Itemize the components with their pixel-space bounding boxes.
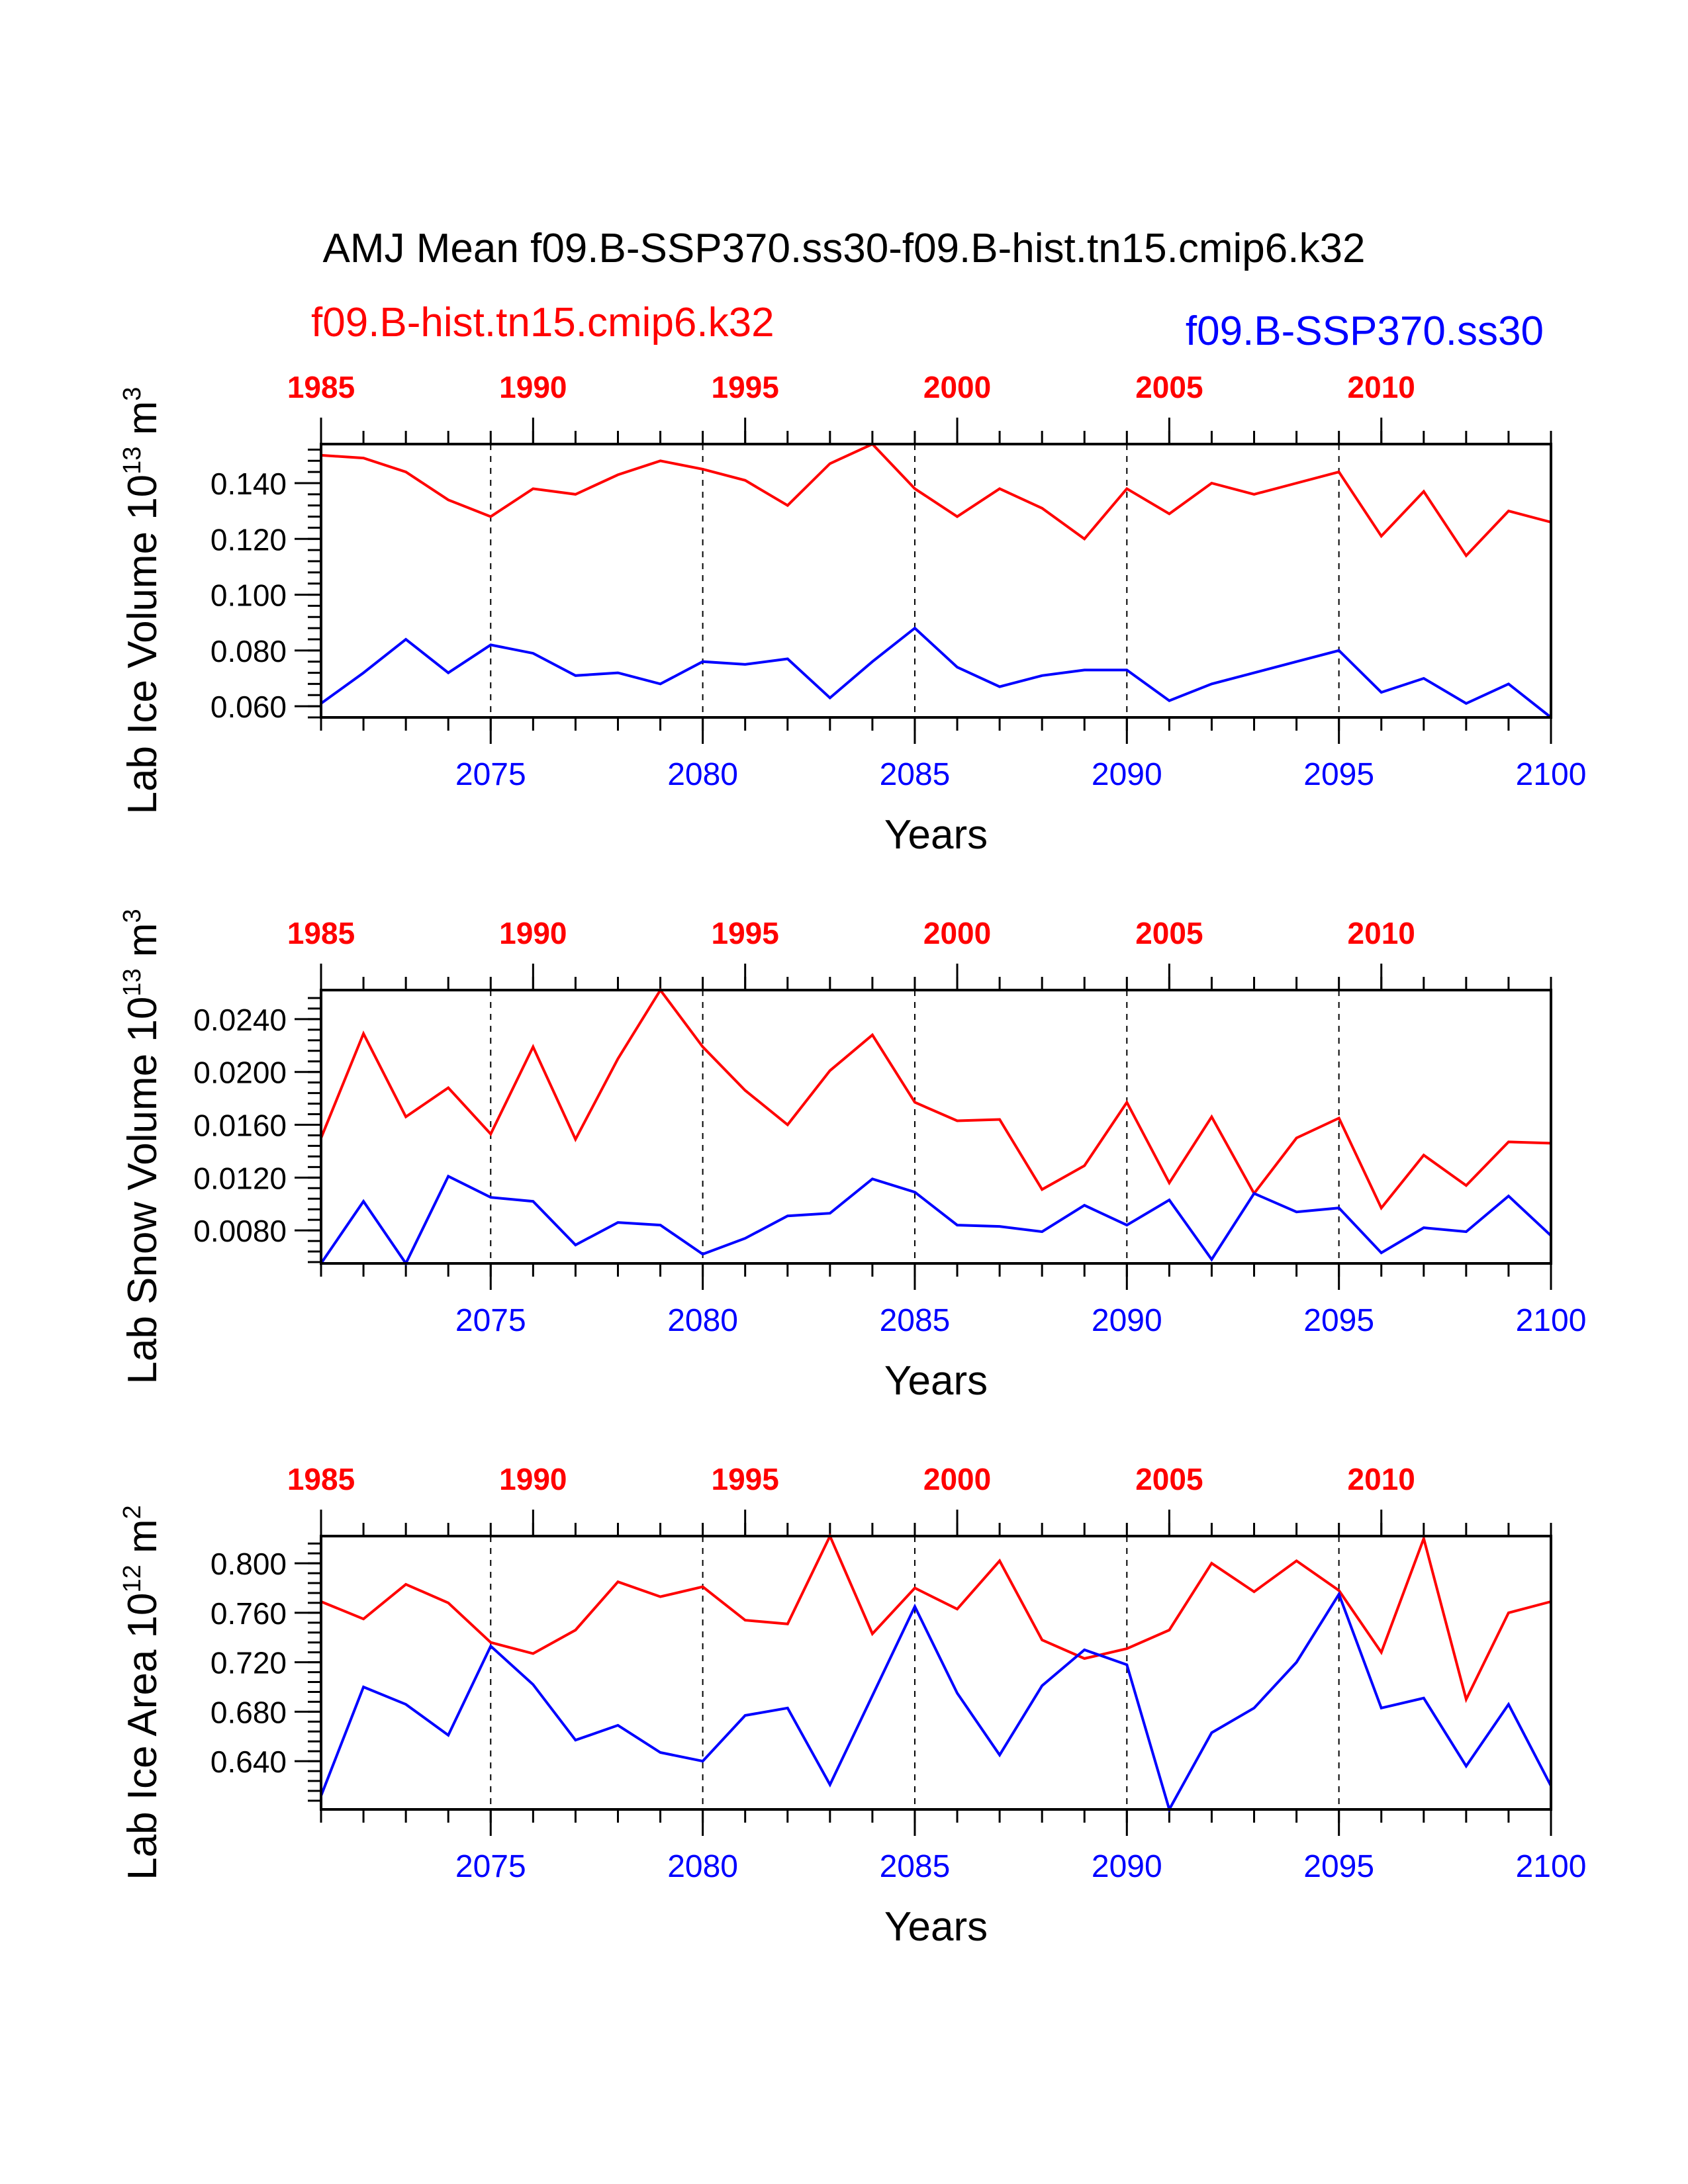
- series-line-historical: [320, 442, 1552, 558]
- y-tick-label: 0.140: [211, 467, 287, 501]
- x2-tick-label: 2000: [923, 916, 991, 950]
- x2-tick-label: 2005: [1135, 916, 1203, 950]
- series-line-scenario: [320, 1591, 1552, 1813]
- y-tick-label: 0.0120: [193, 1161, 287, 1195]
- x-tick-label: 2085: [880, 1303, 951, 1338]
- chart-panel-1: 2075 2080 2085 2090 2095 2100 1985 1990 1995 2000…: [118, 370, 1586, 858]
- y-tick-label: 0.640: [211, 1745, 287, 1779]
- x-tick-label: 2080: [667, 757, 738, 792]
- y-axis-label: Lab Ice Volume 1013 m3: [118, 387, 165, 815]
- x-axis-label: Years: [884, 812, 988, 858]
- x-tick-label: 2090: [1092, 1303, 1162, 1338]
- x-tick-label: 2080: [667, 1303, 738, 1338]
- legend-historical: f09.B-hist.tn15.cmip6.k32: [311, 300, 774, 345]
- figure-title: AMJ Mean f09.B-SSP370.ss30-f09.B-hist.tn…: [322, 226, 1366, 271]
- y-tick-label: 0.100: [211, 578, 287, 613]
- x-tick-label: 2090: [1092, 757, 1162, 792]
- y-tick-label: 0.720: [211, 1646, 287, 1680]
- x2-tick-label: 1990: [499, 916, 567, 950]
- y-tick-label: 0.120: [211, 522, 287, 557]
- x2-tick-label: 2010: [1348, 370, 1415, 404]
- x-tick-label: 2095: [1303, 757, 1374, 792]
- series-line-scenario: [320, 1174, 1552, 1266]
- x2-tick-label: 2000: [923, 1462, 991, 1496]
- plot-frame: [320, 1535, 1552, 1811]
- x-tick-label: 2100: [1516, 757, 1587, 792]
- y-axis-label: Lab Snow Volume 1013 m3: [118, 909, 165, 1384]
- y-tick-label: 0.0240: [193, 1003, 287, 1037]
- x-tick-label: 2075: [455, 1303, 526, 1338]
- x-axis-label: Years: [884, 1904, 988, 1950]
- x2-tick-label: 1985: [287, 916, 355, 950]
- x2-tick-label: 1990: [499, 1462, 567, 1496]
- y-tick-label: 0.0080: [193, 1214, 287, 1248]
- x-tick-label: 2095: [1303, 1303, 1374, 1338]
- y-tick-label: 0.760: [211, 1596, 287, 1631]
- x-tick-label: 2090: [1092, 1849, 1162, 1884]
- y-tick-label: 0.800: [211, 1547, 287, 1581]
- x-tick-label: 2100: [1516, 1849, 1587, 1884]
- x2-tick-label: 2010: [1348, 916, 1415, 950]
- x2-tick-label: 1995: [712, 1462, 779, 1496]
- chart-panel-2: 2075 2080 2085 2090 2095 2100 1985 1990 1995 2000…: [118, 909, 1586, 1404]
- x2-tick-label: 1985: [287, 1462, 355, 1496]
- x2-tick-label: 1985: [287, 370, 355, 404]
- plot-frame: [320, 989, 1552, 1265]
- x2-tick-label: 1990: [499, 370, 567, 404]
- x2-tick-label: 1995: [712, 916, 779, 950]
- y-tick-label: 0.0200: [193, 1056, 287, 1090]
- x2-tick-label: 1995: [712, 370, 779, 404]
- y-tick-label: 0.080: [211, 634, 287, 668]
- legend-scenario: f09.B-SSP370.ss30: [1185, 308, 1544, 354]
- x-tick-label: 2085: [880, 757, 951, 792]
- x-tick-label: 2085: [880, 1849, 951, 1884]
- series-line-historical: [320, 987, 1552, 1210]
- x-tick-label: 2080: [667, 1849, 738, 1884]
- x2-tick-label: 2010: [1348, 1462, 1415, 1496]
- x-axis-label: Years: [884, 1358, 988, 1404]
- x2-tick-label: 2005: [1135, 1462, 1203, 1496]
- plot-frame: [320, 443, 1552, 719]
- chart-panel-3: 2075 2080 2085 2090 2095 2100 1985 1990 1995 2000…: [118, 1462, 1586, 1950]
- x2-tick-label: 2000: [923, 370, 991, 404]
- series-line-scenario: [320, 626, 1552, 719]
- y-tick-label: 0.060: [211, 690, 287, 724]
- x-tick-label: 2075: [455, 1849, 526, 1884]
- x-tick-label: 2095: [1303, 1849, 1374, 1884]
- x2-tick-label: 2005: [1135, 370, 1203, 404]
- x-tick-label: 2100: [1516, 1303, 1587, 1338]
- x-tick-label: 2075: [455, 757, 526, 792]
- y-tick-label: 0.680: [211, 1695, 287, 1729]
- y-tick-label: 0.0160: [193, 1109, 287, 1143]
- series-line-historical: [320, 1533, 1552, 1704]
- y-axis-label: Lab Ice Area 1012 m2: [118, 1505, 165, 1880]
